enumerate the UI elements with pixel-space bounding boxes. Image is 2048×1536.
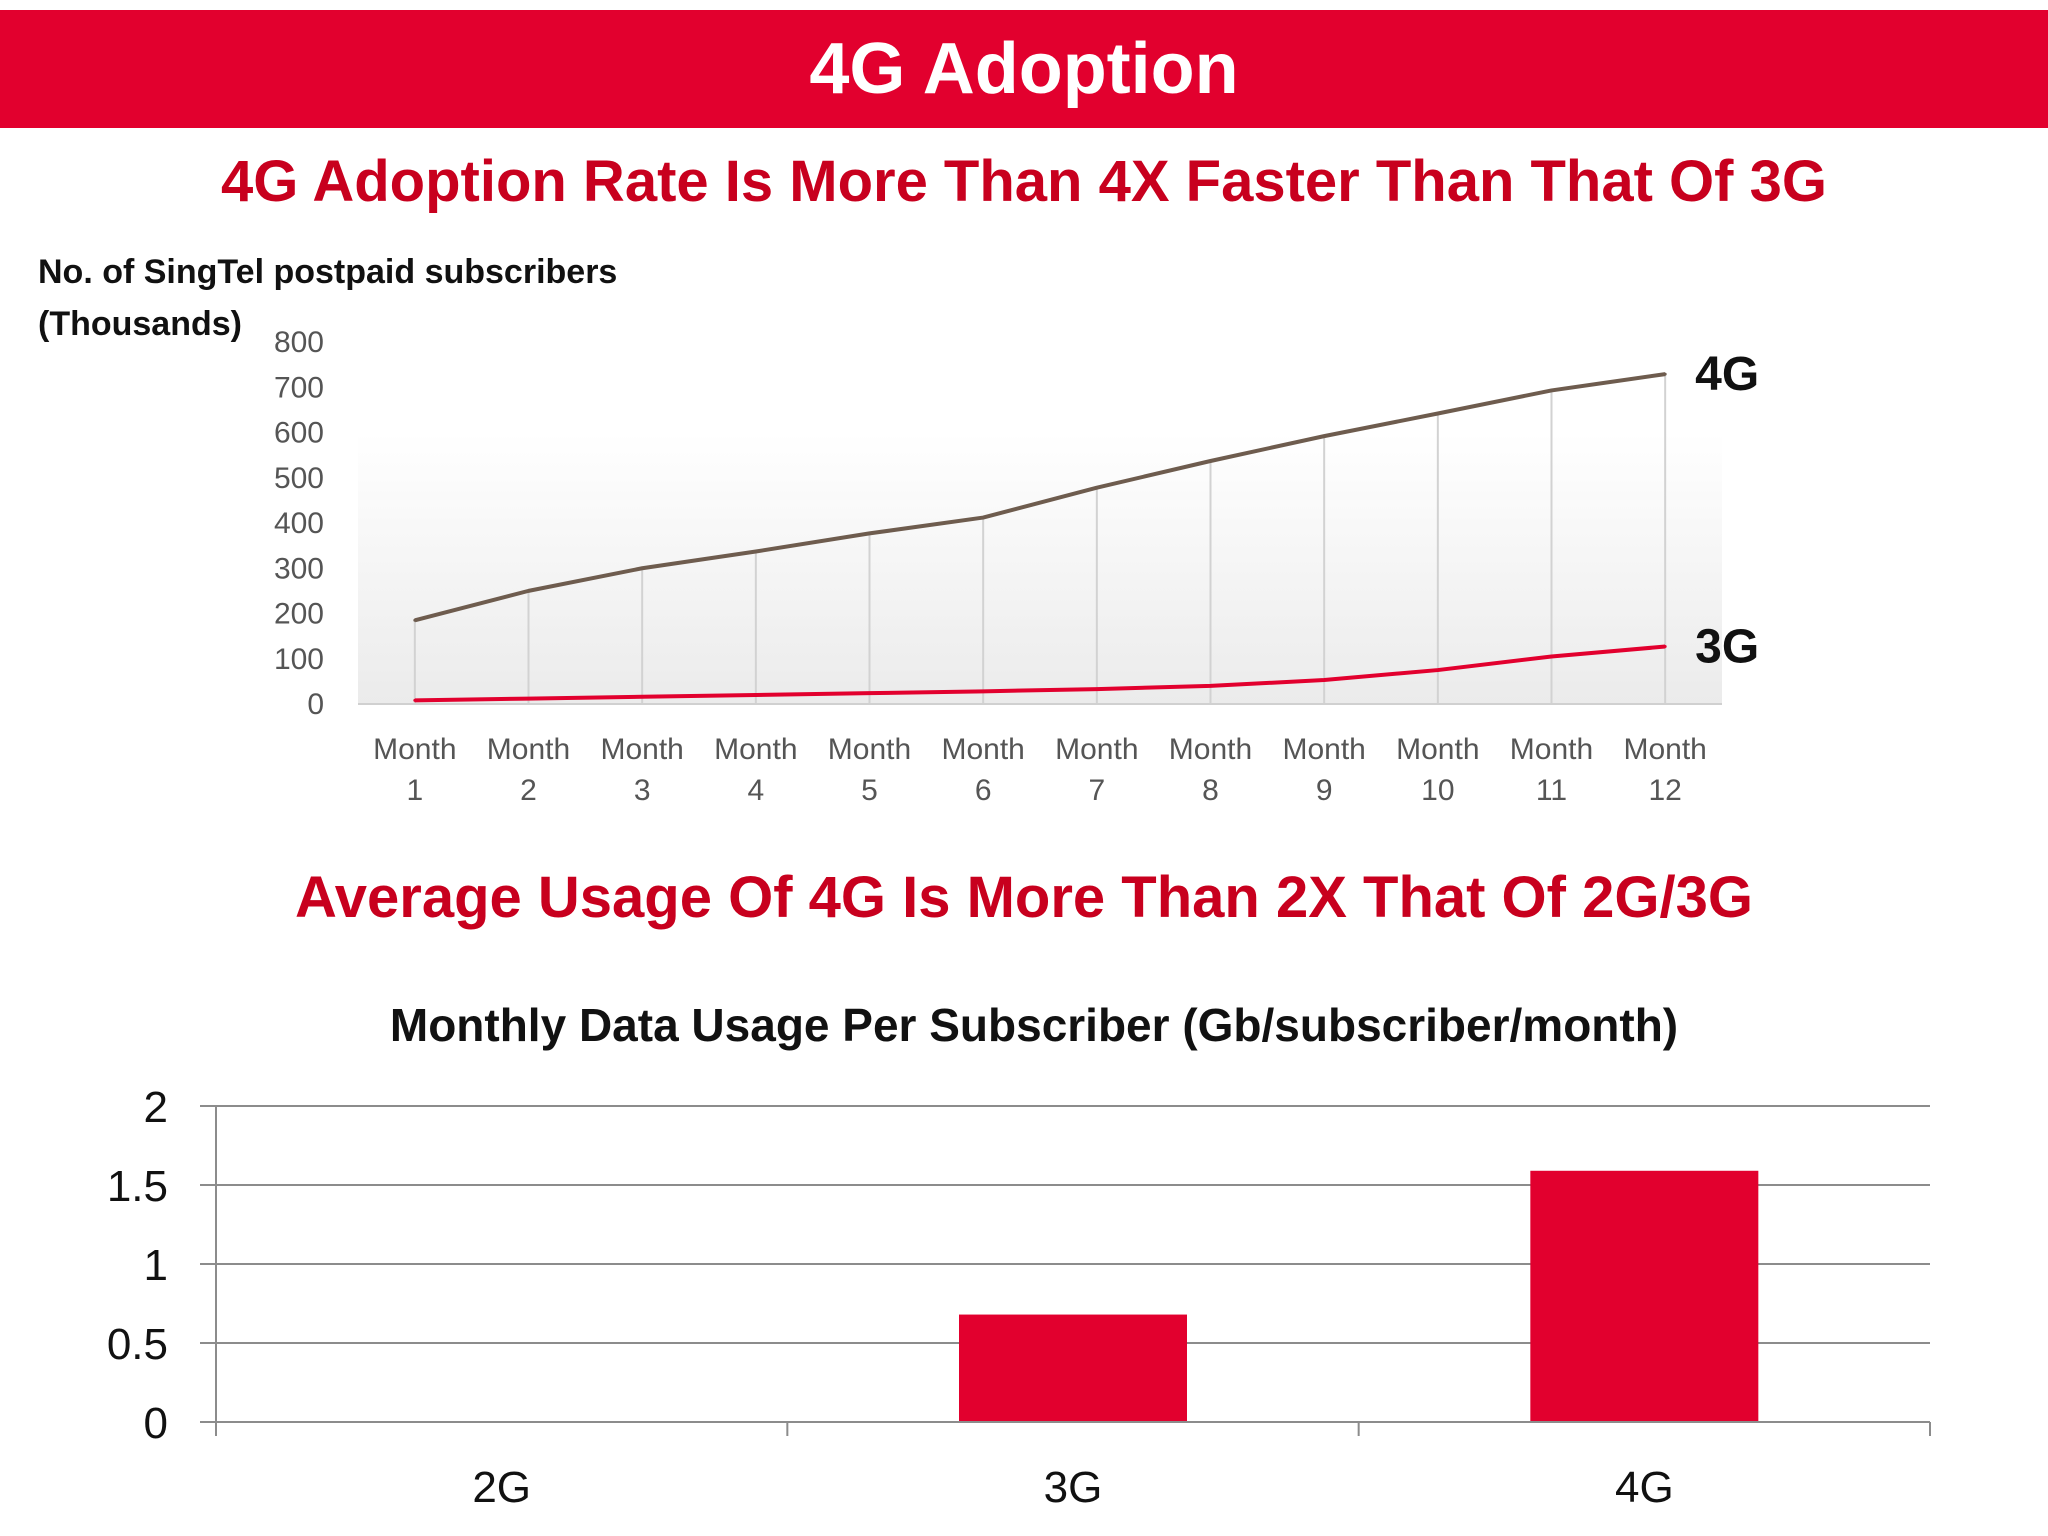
- data-point: [868, 691, 871, 695]
- data-point: [640, 566, 644, 570]
- x-tick-label: Month 11: [1510, 733, 1593, 807]
- data-point: [1550, 654, 1553, 658]
- data-point: [413, 618, 417, 622]
- data-point: [1550, 388, 1553, 392]
- x-tick-label: Month 7: [1055, 733, 1138, 807]
- data-point: [640, 695, 644, 699]
- data-point: [1322, 434, 1326, 438]
- y-axis-title-line-2: (Thousands): [38, 305, 242, 343]
- series-label-4G: 4G: [1695, 348, 1759, 401]
- x-tick-label: Month 2: [487, 733, 570, 807]
- x-tick-label: Month 6: [941, 733, 1024, 807]
- data-point: [868, 531, 871, 535]
- x-tick-label: 4G: [1615, 1463, 1674, 1512]
- y-tick-label: 0.5: [107, 1320, 168, 1369]
- x-tick-label: Month 5: [828, 733, 911, 807]
- y-tick-label: 0: [307, 688, 324, 721]
- y-tick-label: 1: [144, 1241, 168, 1290]
- data-point: [1663, 645, 1667, 649]
- data-point: [413, 698, 417, 702]
- data-point: [1322, 678, 1326, 682]
- y-tick-label: 800: [274, 326, 324, 359]
- y-tick-label: 700: [274, 371, 324, 404]
- data-point: [1663, 372, 1667, 376]
- page-title: 4G Adoption: [809, 29, 1239, 109]
- data-point: [981, 689, 985, 693]
- x-tick-label: Month 4: [714, 733, 797, 807]
- data-point: [1436, 411, 1440, 415]
- x-tick-label: Month 9: [1282, 733, 1365, 807]
- subscriber-line-chart: 0 100 200 300 400 500 600 700 800 Month 1 Month 2 Mo…: [274, 326, 1759, 807]
- title-banner: 4G Adoption: [0, 10, 2048, 128]
- data-point: [1209, 684, 1212, 688]
- data-point: [754, 550, 758, 554]
- bar-4G: [1530, 1170, 1759, 1422]
- series-line-4G: [414, 372, 1666, 623]
- x-tick-label: Month 1: [373, 733, 456, 807]
- data-point: [1436, 668, 1440, 672]
- x-tick-label: 3G: [1044, 1463, 1103, 1512]
- data-usage-bar-chart: 0 0.5 1 1.5 2 2G 3G 4G: [107, 1083, 1931, 1512]
- x-tick-label: Month 10: [1396, 733, 1479, 807]
- y-tick-label: 300: [274, 552, 324, 585]
- data-point: [1209, 459, 1212, 463]
- plot-area: [358, 432, 1722, 704]
- y-tick-label: 100: [274, 643, 324, 676]
- y-tick-label: 500: [274, 462, 324, 495]
- adoption-heading: 4G Adoption Rate Is More Than 4X Faster …: [221, 149, 1827, 214]
- bar-3G: [959, 1314, 1187, 1422]
- bar-chart-title: Monthly Data Usage Per Subscriber (Gb/su…: [389, 999, 1679, 1051]
- data-point: [527, 589, 530, 593]
- data-point: [1095, 687, 1099, 691]
- data-point: [981, 516, 985, 520]
- series-label-3G: 3G: [1695, 621, 1759, 674]
- data-point: [754, 693, 758, 697]
- y-tick-label: 200: [274, 598, 324, 631]
- x-tick-label: Month 8: [1169, 733, 1252, 807]
- y-tick-label: 1.5: [107, 1162, 168, 1211]
- y-tick-label: 0: [144, 1399, 168, 1448]
- y-tick-label: 600: [274, 417, 324, 450]
- line-chart-y-axis-title: No. of SingTel postpaid subscribers (Tho…: [38, 246, 617, 350]
- y-tick-label: 2: [144, 1083, 168, 1132]
- data-point: [1095, 486, 1099, 490]
- y-tick-label: 400: [274, 507, 324, 540]
- series-line-3G: [414, 644, 1666, 703]
- data-point: [527, 697, 530, 701]
- usage-heading: Average Usage Of 4G Is More Than 2X That…: [295, 865, 1753, 930]
- y-axis-title-line-1: No. of SingTel postpaid subscribers: [38, 253, 618, 291]
- x-tick-label: Month 12: [1623, 733, 1706, 807]
- x-tick-label: Month 3: [600, 733, 683, 807]
- x-tick-label: 2G: [472, 1463, 531, 1512]
